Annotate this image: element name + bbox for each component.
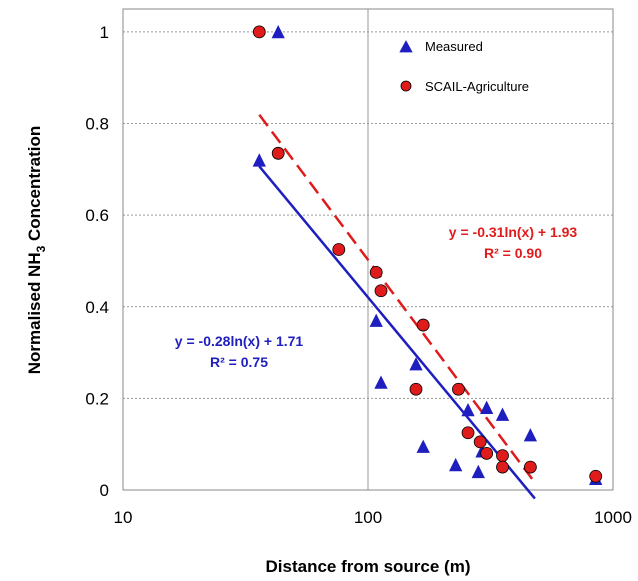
scail-point [589, 469, 603, 483]
trendline-scail-agriculture [258, 114, 536, 484]
y-tick-label: 0 [100, 481, 109, 500]
legend: Measured SCAIL-Agriculture [399, 39, 529, 94]
x-tick-label: 1000 [594, 508, 632, 527]
scail-point [496, 460, 509, 474]
y-tick-label: 0.6 [85, 206, 109, 225]
measured-point [471, 464, 485, 479]
x-axis-title: Distance from source (m) [266, 557, 471, 576]
measured-point [416, 439, 430, 453]
y-tick-label: 0.2 [85, 389, 109, 408]
y-axis-title-suffix: Concentration [25, 126, 44, 246]
trendline-measured [258, 165, 536, 500]
legend-label-scail: SCAIL-Agriculture [425, 79, 529, 94]
scail-point [252, 25, 266, 39]
y-tick-label: 0.4 [85, 298, 109, 317]
data-points [252, 25, 603, 485]
scail-point [496, 449, 509, 463]
measured-point [374, 375, 388, 389]
scail-point [332, 243, 346, 256]
legend-marker-measured [399, 40, 413, 53]
scail-point [416, 318, 430, 332]
measured-point [369, 313, 383, 327]
measured-point [461, 402, 475, 417]
scail-point [523, 460, 537, 474]
legend-label-measured: Measured [425, 39, 483, 54]
equation-measured: y = -0.28ln(x) + 1.71 [175, 333, 304, 349]
tick-labels: 0 0.2 0.4 0.6 0.8 1 10 100 1000 [85, 23, 632, 527]
plot-frame [122, 8, 614, 491]
scail-point [374, 284, 388, 298]
y-tick-label: 0.8 [85, 115, 109, 134]
y-tick-label: 1 [100, 23, 109, 42]
measured-point [271, 25, 285, 39]
measured-point [480, 400, 494, 414]
r2-scail: R² = 0.90 [484, 245, 542, 261]
measured-point [523, 428, 538, 442]
scail-point [473, 435, 487, 449]
scail-point [271, 146, 285, 160]
measured-point [409, 357, 423, 371]
y-axis-title: Normalised NH3 Concentration [25, 126, 48, 375]
y-axis-title-prefix: Normalised NH [25, 252, 44, 374]
x-tick-label: 100 [354, 508, 382, 527]
measured-point [252, 153, 266, 167]
scail-point [452, 382, 465, 396]
scail-point [480, 446, 494, 460]
y-axis-title-subscript: 3 [34, 245, 48, 252]
measured-point [495, 407, 510, 421]
legend-marker-scail [400, 80, 412, 92]
measured-point [449, 457, 463, 472]
scail-point [369, 266, 383, 279]
scail-point [461, 426, 475, 440]
trendlines [258, 114, 536, 500]
r2-measured: R² = 0.75 [210, 354, 268, 370]
scail-point [409, 382, 423, 396]
equation-scail: y = -0.31ln(x) + 1.93 [449, 224, 578, 240]
x-tick-label: 10 [114, 508, 133, 527]
